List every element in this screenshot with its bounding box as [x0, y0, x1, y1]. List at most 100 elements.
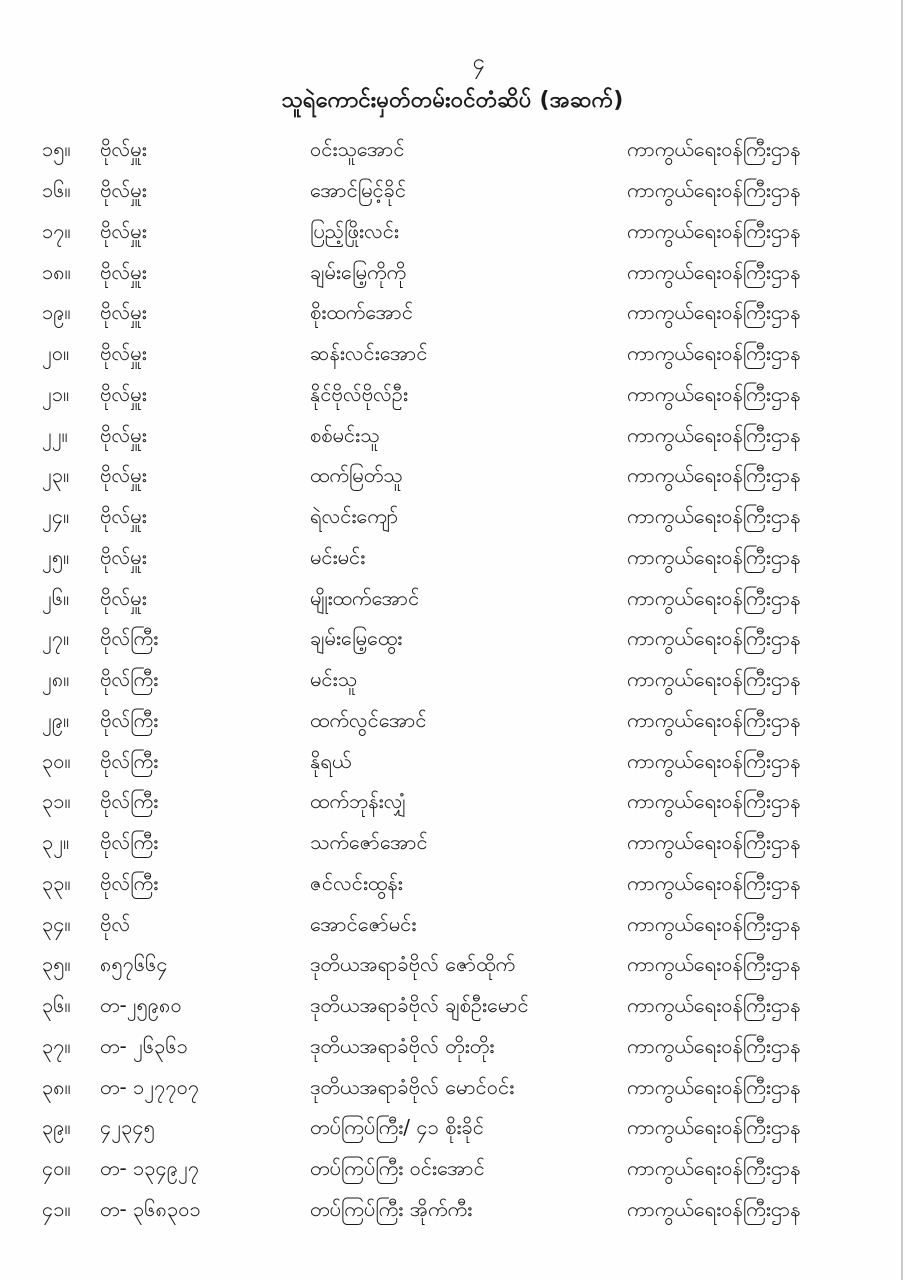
row-person-name: ဒုတိယအရာခံဗိုလ် ချစ်ဦးမောင်: [310, 993, 529, 1018]
table-row: ၄၁။ တ- ၃၆၈၃၀၁ တပ်ကြပ်ကြီး အိုက်ကီး ကာကွယ…: [0, 1189, 905, 1230]
row-person-name: တပ်ကြပ်ကြီး ဝင်းအောင်: [310, 1156, 485, 1181]
table-row: ၂၂။ ဗိုလ်မှူး စစ်မင်းသူ ကာကွယ်ရေးဝန်ကြီး…: [0, 414, 905, 455]
table-row: ၃၄။ ဗိုလ် အောင်ဇော်မင်း ကာကွယ်ရေးဝန်ကြီး…: [0, 903, 905, 944]
table-row: ၂၀။ ဗိုလ်မှူး ဆန်းလင်းအောင် ကာကွယ်ရေးဝန်…: [0, 333, 905, 374]
row-rank: ဗိုလ်မှူး: [100, 341, 147, 366]
row-rank: ဗိုလ်ကြီး: [100, 707, 159, 732]
row-ministry: ကာကွယ်ရေးဝန်ကြီးဌာန: [627, 341, 801, 366]
row-rank: ဗိုလ်: [100, 911, 131, 936]
row-person-name: ဆန်းလင်းအောင်: [310, 341, 428, 366]
row-rank: ဗိုလ်မှူး: [100, 178, 147, 203]
row-rank: ဗိုလ်မှူး: [100, 137, 147, 162]
row-rank: ဗိုလ်ကြီး: [100, 748, 159, 773]
row-rank: ဗိုလ်မှူး: [100, 585, 147, 610]
row-ministry: ကာကွယ်ရေးဝန်ကြီးဌာန: [627, 381, 801, 406]
row-ministry: ကာကွယ်ရေးဝန်ကြီးဌာန: [627, 218, 801, 243]
row-number: ၃၈။: [42, 1074, 71, 1099]
row-number: ၂၂။: [42, 422, 68, 447]
row-rank: ဗိုလ်ကြီး: [100, 667, 159, 692]
table-row: ၂၈။ ဗိုလ်ကြီး မင်းသူ ကာကွယ်ရေးဝန်ကြီးဌာန: [0, 659, 905, 700]
table-row: ၂၃။ ဗိုလ်မှူး ထက်မြတ်သူ ကာကွယ်ရေးဝန်ကြီး…: [0, 455, 905, 496]
row-number: ၂၈။: [42, 667, 70, 692]
row-person-name: ဝင်းသူအောင်: [310, 137, 405, 162]
row-person-name: နိုရယ်: [310, 748, 352, 773]
row-number: ၂၄။: [42, 504, 70, 529]
row-ministry: ကာကွယ်ရေးဝန်ကြီးဌာန: [627, 667, 801, 692]
row-rank: တ- ၁၃၄၉၂၇: [100, 1156, 200, 1181]
row-ministry: ကာကွယ်ရေးဝန်ကြီးဌာန: [627, 544, 801, 569]
row-ministry: ကာကွယ်ရေးဝန်ကြီးဌာန: [627, 422, 801, 447]
row-rank: တ- ၂၆၃၆၁: [100, 1033, 188, 1058]
row-number: ၂၆။: [42, 585, 70, 610]
honor-list: ၁၅။ ဗိုလ်မှူး ဝင်းသူအောင် ကာကွယ်ရေးဝန်ကြ…: [0, 129, 905, 1229]
table-row: ၃၂။ ဗိုလ်ကြီး သက်ဇော်အောင် ကာကွယ်ရေးဝန်က…: [0, 822, 905, 863]
row-ministry: ကာကွယ်ရေးဝန်ကြီးဌာန: [627, 1033, 801, 1058]
row-person-name: စစ်မင်းသူ: [310, 422, 380, 447]
table-row: ၃၉။ ၄၂၃၄၅ တပ်ကြပ်ကြီး/ ၄၁ စိုးခိုင် ကာကွ…: [0, 1107, 905, 1148]
row-person-name: မင်းမင်း: [310, 544, 366, 569]
row-number: ၄၁။: [42, 1196, 71, 1221]
row-ministry: ကာကွယ်ရေးဝန်ကြီးဌာန: [627, 830, 801, 855]
row-ministry: ကာကွယ်ရေးဝန်ကြီးဌာန: [627, 137, 801, 162]
row-ministry: ကာကွယ်ရေးဝန်ကြီးဌာန: [627, 585, 801, 610]
table-row: ၃၇။ တ- ၂၆၃၆၁ ဒုတိယအရာခံဗိုလ် တိုးတိုး ကာ…: [0, 1026, 905, 1067]
row-number: ၃၁။: [42, 789, 71, 814]
row-ministry: ကာကွယ်ရေးဝန်ကြီးဌာန: [627, 300, 801, 325]
table-row: ၁၅။ ဗိုလ်မှူး ဝင်းသူအောင် ကာကွယ်ရေးဝန်ကြ…: [0, 129, 905, 170]
row-person-name: ချမ်းမြေ့ထွေး: [310, 626, 403, 651]
row-person-name: ဒုတိယအရာခံဗိုလ် ဇော်ထိုက်: [310, 952, 516, 977]
row-rank: ဗိုလ်မှူး: [100, 504, 147, 529]
row-ministry: ကာကွယ်ရေးဝန်ကြီးဌာန: [627, 993, 801, 1018]
row-number: ၁၉။: [42, 300, 71, 325]
page-edge-line: [901, 0, 903, 1280]
page-number: ၄: [472, 50, 485, 75]
row-person-name: တပ်ကြပ်ကြီး/ ၄၁ စိုးခိုင်: [310, 1115, 484, 1140]
row-number: ၃၃။: [42, 870, 71, 895]
page-title: သူရဲကောင်းမှတ်တမ်းဝင်တံဆိပ် (အဆက်): [281, 88, 624, 113]
row-person-name: ပြည့်ဖြိုးလင်း: [310, 218, 399, 243]
row-ministry: ကာကွယ်ရေးဝန်ကြီးဌာန: [627, 626, 801, 651]
row-person-name: ဒုတိယအရာခံဗိုလ် မောင်ဝင်း: [310, 1074, 515, 1099]
row-person-name: အောင်မြင့်ခိုင်: [310, 178, 406, 203]
row-rank: တ- ၁၂၇၇၀၇: [100, 1074, 200, 1099]
row-person-name: မင်းသူ: [310, 667, 357, 692]
row-rank: ဗိုလ်ကြီး: [100, 870, 159, 895]
row-number: ၂၀။: [42, 341, 70, 366]
row-ministry: ကာကွယ်ရေးဝန်ကြီးဌာန: [627, 1196, 801, 1221]
table-row: ၂၅။ ဗိုလ်မှူး မင်းမင်း ကာကွယ်ရေးဝန်ကြီးဌ…: [0, 537, 905, 578]
table-row: ၃၃။ ဗိုလ်ကြီး ဇင်လင်းထွန်း ကာကွယ်ရေးဝန်က…: [0, 863, 905, 904]
table-row: ၁၆။ ဗိုလ်မှူး အောင်မြင့်ခိုင် ကာကွယ်ရေးဝ…: [0, 170, 905, 211]
row-ministry: ကာကွယ်ရေးဝန်ကြီးဌာန: [627, 504, 801, 529]
row-rank: ဗိုလ်ကြီး: [100, 626, 159, 651]
table-row: ၁၉။ ဗိုလ်မှူး စိုးထက်အောင် ကာကွယ်ရေးဝန်က…: [0, 292, 905, 333]
row-number: ၃၄။: [42, 911, 71, 936]
row-rank: ဗိုလ်မှူး: [100, 463, 147, 488]
table-row: ၂၄။ ဗိုလ်မှူး ရဲလင်းကျော် ကာကွယ်ရေးဝန်ကြ…: [0, 496, 905, 537]
row-number: ၁၅။: [42, 137, 71, 162]
row-person-name: ထက်မြတ်သူ: [310, 463, 403, 488]
row-person-name: တပ်ကြပ်ကြီး အိုက်ကီး: [310, 1196, 473, 1221]
row-ministry: ကာကွယ်ရေးဝန်ကြီးဌာန: [627, 178, 801, 203]
row-person-name: နိုင်ဗိုလ်ဗိုလ်ဦး: [310, 381, 408, 406]
row-ministry: ကာကွယ်ရေးဝန်ကြီးဌာန: [627, 1074, 801, 1099]
table-row: ၄၀။ တ- ၁၃၄၉၂၇ တပ်ကြပ်ကြီး ဝင်းအောင် ကာကွ…: [0, 1148, 905, 1189]
row-number: ၂၃။: [42, 463, 70, 488]
row-person-name: ချမ်းမြေ့ကိုကို: [310, 259, 407, 284]
table-row: ၂၇။ ဗိုလ်ကြီး ချမ်းမြေ့ထွေး ကာကွယ်ရေးဝန်…: [0, 618, 905, 659]
table-row: ၂၉။ ဗိုလ်ကြီး ထက်လွင်အောင် ကာကွယ်ရေးဝန်က…: [0, 700, 905, 741]
row-rank: တ- ၃၆၈၃၀၁: [100, 1196, 201, 1221]
row-number: ၂၅။: [42, 544, 70, 569]
row-person-name: သက်ဇော်အောင်: [310, 830, 428, 855]
row-rank: ဗိုလ်မှူး: [100, 544, 147, 569]
row-number: ၃၉။: [42, 1115, 71, 1140]
table-row: ၃၅။ ၈၅၇၆၆၄ ဒုတိယအရာခံဗိုလ် ဇော်ထိုက် ကာက…: [0, 944, 905, 985]
row-rank: ဗိုလ်ကြီး: [100, 830, 159, 855]
row-ministry: ကာကွယ်ရေးဝန်ကြီးဌာန: [627, 707, 801, 732]
row-ministry: ကာကွယ်ရေးဝန်ကြီးဌာန: [627, 1115, 801, 1140]
row-person-name: စိုးထက်အောင်: [310, 300, 413, 325]
row-person-name: ထက်လွင်အောင်: [310, 707, 427, 732]
row-number: ၃၅။: [42, 952, 71, 977]
row-rank: ၈၅၇၆၆၄: [100, 952, 168, 977]
table-row: ၃၀။ ဗိုလ်ကြီး နိုရယ် ကာကွယ်ရေးဝန်ကြီးဌာန: [0, 740, 905, 781]
table-row: ၁၇။ ဗိုလ်မှူး ပြည့်ဖြိုးလင်း ကာကွယ်ရေးဝန…: [0, 211, 905, 252]
